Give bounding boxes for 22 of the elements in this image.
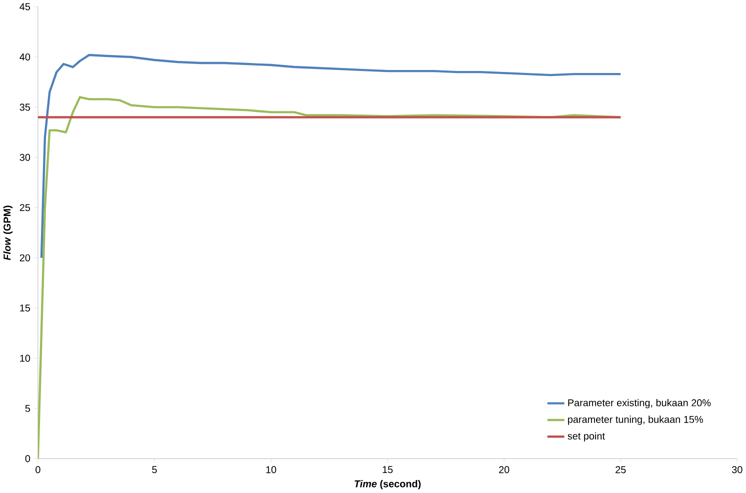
- legend-label: Parameter existing, bukaan 20%: [568, 399, 711, 408]
- y-tick-label: 10: [20, 354, 30, 362]
- x-tick-label: 30: [732, 466, 742, 474]
- x-tick-label: 5: [152, 466, 157, 474]
- y-tick-label: 35: [20, 104, 30, 111]
- y-tick-label: 20: [20, 254, 30, 262]
- legend-label: parameter tuning, bukaan 15%: [568, 416, 703, 426]
- y-axis-title: Flow (GPM): [3, 206, 13, 260]
- x-tick-label: 20: [499, 466, 510, 474]
- y-tick-label: 0: [25, 455, 30, 462]
- y-tick-label: 30: [20, 154, 30, 162]
- y-tick-label: 40: [20, 54, 30, 61]
- y-tick-label: 45: [20, 4, 30, 10]
- legend-label: set point: [568, 432, 605, 442]
- x-tick-label: 10: [266, 466, 276, 474]
- y-tick-label: 15: [20, 304, 30, 312]
- x-tick-label: 15: [382, 466, 393, 474]
- x-axis-title: Time (second): [354, 480, 421, 490]
- y-tick-label: 25: [20, 204, 30, 212]
- y-tick-label: 5: [25, 405, 30, 412]
- x-tick-label: 0: [36, 466, 40, 474]
- x-tick-label: 25: [616, 466, 626, 474]
